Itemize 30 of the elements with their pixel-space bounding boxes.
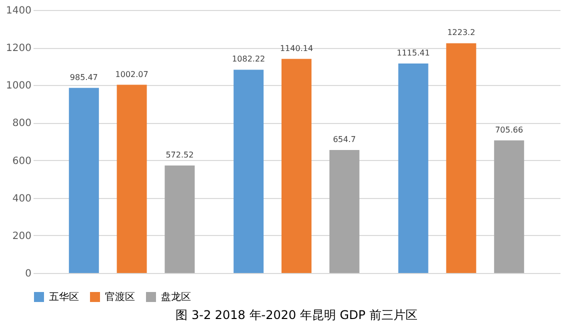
caption: 图 3-2 2018 年-2020 年昆明 GDP 前三片区 [176, 308, 418, 322]
legend-label: 官渡区 [105, 291, 135, 303]
data-label: 705.66 [495, 125, 524, 134]
bar [329, 150, 360, 273]
y-tick-label: 1200 [6, 43, 32, 54]
data-label: 1140.14 [280, 44, 314, 53]
bar [494, 140, 524, 273]
bar [68, 88, 99, 273]
data-label: 1082.22 [232, 54, 266, 64]
bar [398, 63, 428, 273]
y-tick-label: 1000 [6, 80, 32, 92]
legend-label: 五华区 [49, 291, 79, 303]
y-tick-label: 800 [12, 118, 32, 130]
data-label: 985.47 [70, 72, 98, 82]
data-label: 1223.2 [447, 28, 476, 38]
data-label: 572.52 [166, 150, 194, 160]
data-label: 1002.07 [115, 70, 148, 79]
bar [164, 165, 195, 273]
bar [446, 43, 476, 273]
bar [282, 58, 312, 273]
y-tick-label: 600 [12, 156, 32, 167]
bar [234, 70, 264, 273]
data-label: 654.7 [332, 135, 356, 144]
y-tick-label: 0 [25, 268, 32, 280]
data-label: 1115.41 [396, 48, 430, 58]
bar [116, 84, 147, 273]
y-tick-label: 200 [12, 230, 32, 242]
y-tick-label: 1400 [6, 6, 32, 16]
y-tick-label: 400 [12, 193, 32, 204]
legend-label: 盘龙区 [161, 291, 191, 303]
